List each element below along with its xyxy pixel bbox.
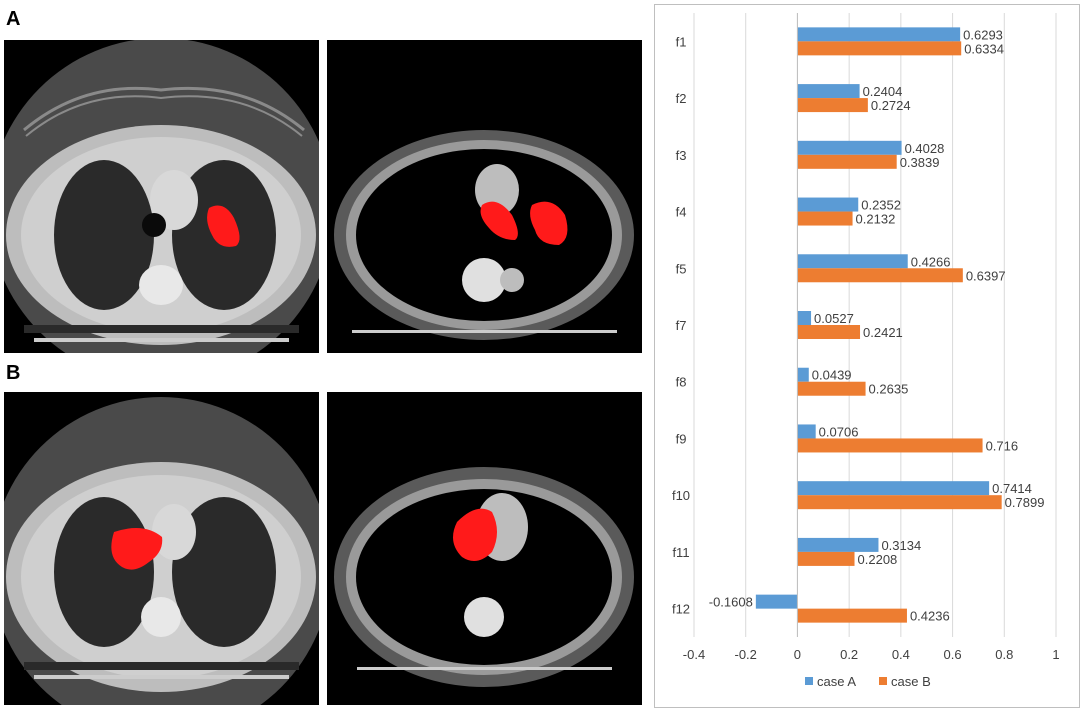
ct-scan-b-lung-window <box>4 392 319 705</box>
data-label: 0.0439 <box>812 368 852 383</box>
bar-case-a <box>797 311 812 325</box>
legend-swatch-case-b <box>879 677 887 685</box>
bar-case-b <box>797 438 983 453</box>
category-label: f8 <box>676 375 687 390</box>
data-label: 0.2352 <box>861 198 901 213</box>
bar-case-b <box>797 551 855 566</box>
data-label: -0.1608 <box>709 595 753 610</box>
x-tick-label: 0.6 <box>944 647 962 662</box>
category-label: f10 <box>672 488 690 503</box>
bar-case-a <box>797 197 859 212</box>
data-label: 0.2635 <box>869 382 909 397</box>
data-label: 0.3134 <box>881 538 921 553</box>
data-label: 0.716 <box>986 438 1019 453</box>
lesion-b2 <box>453 508 497 561</box>
bar-case-b <box>797 211 853 226</box>
data-label: 0.4028 <box>905 141 945 156</box>
data-label: 0.7414 <box>992 481 1032 496</box>
category-label: f2 <box>676 91 687 106</box>
x-tick-label: -0.2 <box>735 647 757 662</box>
panel-label-b: B <box>6 362 21 384</box>
bar-case-a <box>797 84 860 99</box>
category-label: f9 <box>676 431 687 446</box>
panel-label-a: A <box>6 8 21 30</box>
category-label: f11 <box>672 545 689 560</box>
data-label: 0.4236 <box>910 609 950 624</box>
data-label: 0.2208 <box>858 552 898 567</box>
bar-case-b <box>797 41 962 56</box>
x-tick-label: -0.4 <box>683 647 705 662</box>
data-label: 0.6293 <box>963 27 1003 42</box>
bar-case-a <box>797 27 961 42</box>
category-label: f3 <box>676 148 687 163</box>
bar-case-a <box>755 594 798 609</box>
data-label: 0.6334 <box>964 41 1004 56</box>
bar-case-b <box>797 325 861 339</box>
bar-case-a <box>797 424 816 439</box>
bar-chart: f1 f2 f3 f4 f5 f7 f8 f9 f10 f11 f12 0.6293 0.2404 0.4… <box>654 4 1080 708</box>
lesion-a2 <box>480 201 518 240</box>
lesion-a1 <box>207 205 240 247</box>
category-label: f4 <box>676 205 687 220</box>
ct-scan-a-lung-window <box>4 40 319 353</box>
data-label: 0.0706 <box>819 424 859 439</box>
legend-label-case-a: case A <box>817 674 856 689</box>
bar-case-a <box>797 481 990 496</box>
category-label: f1 <box>676 34 687 49</box>
category-label: f5 <box>676 261 687 276</box>
legend-label-case-b: case B <box>891 674 931 689</box>
ct-scan-a-mediastinal-window <box>327 40 642 353</box>
bar-case-b <box>797 98 868 113</box>
x-tick-label: 0.2 <box>840 647 858 662</box>
data-label: 0.4266 <box>911 254 951 269</box>
bar-case-a <box>797 254 908 269</box>
x-tick-label: 1 <box>1052 647 1059 662</box>
data-label: 0.7899 <box>1005 495 1045 510</box>
bar-case-a <box>797 140 902 155</box>
category-label: f7 <box>676 318 687 333</box>
bar-case-b <box>797 381 866 396</box>
ct-scan-b-mediastinal-window <box>327 392 642 705</box>
data-label: 0.2421 <box>863 325 903 340</box>
lesion-a3 <box>530 201 568 245</box>
bar-case-b <box>797 154 897 169</box>
bar-case-b <box>797 495 1002 510</box>
data-label: 0.0527 <box>814 311 854 326</box>
legend-swatch-case-a <box>805 677 813 685</box>
bar-chart-svg: f1 f2 f3 f4 f5 f7 f8 f9 f10 f11 f12 0.6293 0.2404 0.4… <box>672 13 1060 689</box>
bar-case-a <box>797 537 879 552</box>
x-tick-label: 0 <box>794 647 801 662</box>
bar-case-a <box>797 367 809 382</box>
x-tick-label: 0.8 <box>995 647 1013 662</box>
data-label: 0.2132 <box>856 212 896 227</box>
data-label: 0.3839 <box>900 155 940 170</box>
x-tick-label: 0.4 <box>892 647 910 662</box>
category-label: f12 <box>672 602 690 617</box>
data-label: 0.2404 <box>863 84 903 99</box>
bar-case-b <box>797 268 963 283</box>
lesion-b1 <box>111 528 163 570</box>
data-label: 0.6397 <box>966 268 1006 283</box>
data-label: 0.2724 <box>871 98 911 113</box>
bar-case-b <box>797 608 907 623</box>
